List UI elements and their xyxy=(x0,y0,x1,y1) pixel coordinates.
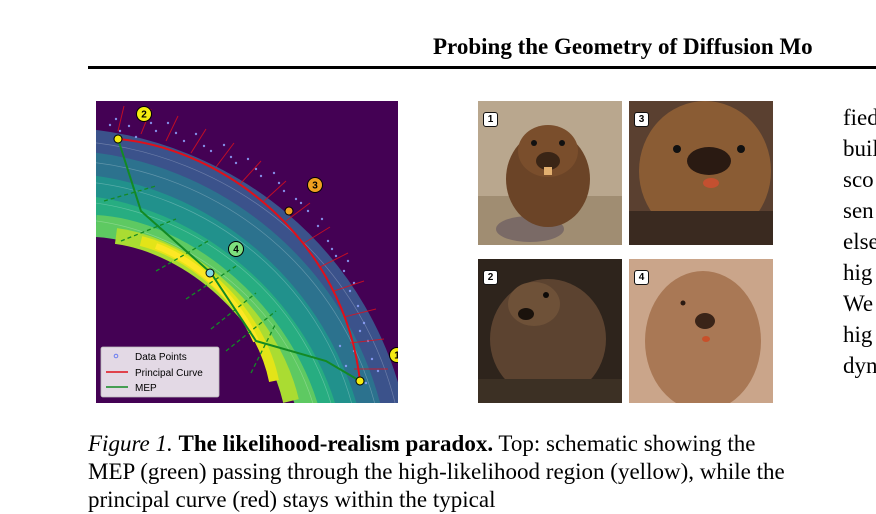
beaver-dark-photo-icon xyxy=(478,259,622,403)
contour-lines xyxy=(96,142,396,403)
right-line: buil xyxy=(843,136,876,161)
right-line: fied xyxy=(843,105,876,130)
mep-ticks xyxy=(103,185,277,374)
mep-path xyxy=(117,138,361,382)
figure-caption: Figure 1. The likelihood-realism paradox… xyxy=(88,430,796,514)
marker-2-label: 2 xyxy=(141,110,147,121)
right-line: dyn xyxy=(843,353,876,378)
photo-badge-3: 3 xyxy=(634,112,649,127)
right-line: sco xyxy=(843,167,874,192)
plot-legend: Data Points Principal Curve MEP xyxy=(100,346,220,398)
right-column-text: fied buil sco sen else hig We hig dyn xyxy=(843,102,876,381)
right-line: sen xyxy=(843,198,874,223)
marker-labels: 2 3 4 1 xyxy=(136,106,398,363)
right-line: hig xyxy=(843,322,873,347)
marker-3: 3 xyxy=(307,177,323,193)
legend-data-points-icon xyxy=(113,353,119,359)
marker-3-label: 3 xyxy=(312,181,318,192)
principal-curve-ticks xyxy=(117,105,388,370)
right-line: hig xyxy=(843,260,873,285)
photo-badge-4: 4 xyxy=(634,270,649,285)
beaver-photo-icon xyxy=(478,101,622,245)
photo-3: 3 xyxy=(629,101,773,245)
legend-principal-curve: Principal Curve xyxy=(135,368,203,379)
photo-1: 1 xyxy=(478,101,622,245)
legend-mep: MEP xyxy=(135,383,157,394)
marker-4: 4 xyxy=(228,241,244,257)
legend-data-points: Data Points xyxy=(135,352,187,363)
header-rule xyxy=(88,66,876,69)
photo-2: 2 xyxy=(478,259,622,403)
marker-1-label: 1 xyxy=(394,351,398,362)
marker-2: 2 xyxy=(136,106,152,122)
principal-curve xyxy=(117,138,361,382)
marker-1: 1 xyxy=(389,347,398,363)
marker-points xyxy=(113,134,365,386)
data-points xyxy=(108,111,380,385)
photo-4: 4 xyxy=(629,259,773,403)
caption-figure-label: Figure 1. xyxy=(88,431,173,456)
running-header-title: Probing the Geometry of Diffusion Mo xyxy=(433,34,813,59)
right-line: We xyxy=(843,291,874,316)
marker-4-label: 4 xyxy=(233,245,239,256)
beaver-face-photo-icon xyxy=(629,101,773,245)
right-line: else xyxy=(843,229,876,254)
photo-badge-1: 1 xyxy=(483,112,498,127)
caption-title: The likelihood-realism paradox. xyxy=(178,431,494,456)
photo-badge-2: 2 xyxy=(483,270,498,285)
schematic-plot: 2 3 4 1 Data Points Principal Curve MEP xyxy=(96,101,398,403)
blurred-beaver-photo-icon xyxy=(629,259,773,403)
density-contours xyxy=(96,129,398,403)
